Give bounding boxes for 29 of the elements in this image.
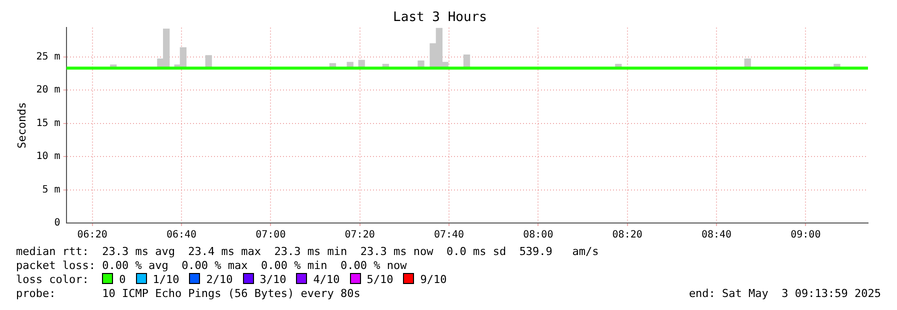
legend-label: 3/10 — [260, 273, 286, 286]
y-tick-label: 15 m — [36, 118, 60, 129]
x-tick-label: 06:20 — [77, 230, 108, 241]
legend-title: loss color: — [16, 273, 90, 286]
x-tick-label: 09:00 — [790, 230, 821, 241]
y-tick-label: 20 m — [36, 84, 60, 96]
legend-label: 5/10 — [366, 273, 394, 286]
y-tick-label: 10 m — [36, 151, 60, 162]
text: end: Sat May 3 09:13:59 2025 — [688, 287, 881, 300]
y-tick-label: 25 m — [36, 51, 60, 62]
x-tick-label: 06:40 — [166, 230, 197, 241]
text: packet loss: 0.00 % avg 0.00 % max 0.00 % min 0.00 % now — [16, 259, 407, 272]
x-tick-label: 07:00 — [256, 230, 286, 241]
y-tick-label: 5 m — [42, 184, 60, 196]
x-tick-label: 08:20 — [612, 230, 642, 241]
x-tick-label: 07:40 — [434, 230, 464, 241]
legend-label: 2/10 — [206, 273, 233, 286]
y-tick-label: 0 — [54, 218, 60, 229]
legend-label: 4/10 — [313, 273, 340, 286]
text: median rtt: 23.3 ms avg 23.4 ms max 23.3 ms min 23.3 ms now 0.0 ms sd 539.9 am/s — [16, 245, 599, 258]
x-tick-label: 08:00 — [523, 230, 554, 241]
legend-label: 9/10 — [420, 273, 447, 286]
x-tick-label: 07:20 — [344, 230, 375, 241]
legend-label: 1/10 — [152, 273, 180, 286]
text: probe: 10 ICMP Echo Pings (56 Bytes) every 80s — [16, 287, 360, 300]
chart-title: Last 3 Hours — [393, 10, 487, 26]
legend-label: 0 — [119, 273, 126, 286]
y-axis-title: Seconds — [15, 102, 28, 148]
x-tick-label: 08:40 — [701, 230, 732, 241]
